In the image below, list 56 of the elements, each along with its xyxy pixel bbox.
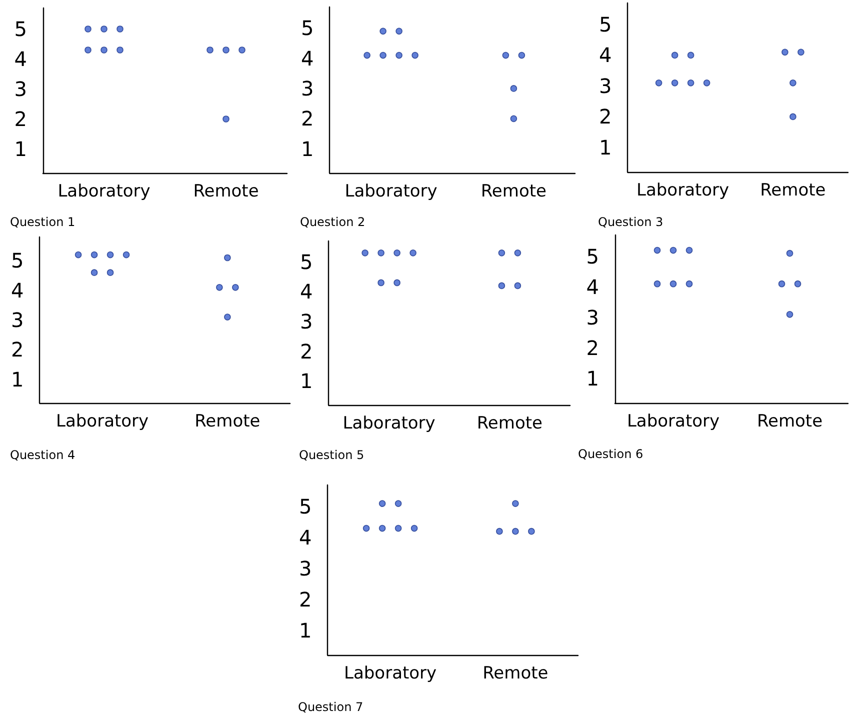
y-tick-label: 1 [298,618,312,642]
y-tick-label: 1 [10,367,24,392]
text: Question 2 [300,215,366,229]
y-tick-label: 5 [298,494,312,519]
y-tick-label: 5 [598,12,612,37]
text: Question 5 [299,448,364,462]
x-tick-label: Remote [760,180,826,200]
x-tick-label: Remote [193,182,259,202]
y-tick-label: 5 [586,244,599,268]
x-tick-label: Laboratory [626,412,720,432]
y-tick-label: 4 [300,280,313,304]
y-tick-label: 2 [10,338,24,362]
y-tick-label: 1 [300,369,313,394]
y-tick-label: 3 [14,77,27,101]
y-tick-label: 2 [300,339,313,364]
x-tick-label: Laboratory [58,182,150,202]
y-tick-label: 3 [298,556,312,580]
x-tick-label: Laboratory [344,182,438,202]
y-tick-label: 3 [598,74,612,98]
text: Question 1 [10,215,76,229]
x-tick-label: Remote [480,182,546,202]
y-tick-label: 2 [300,106,314,131]
y-tick-label: 4 [300,46,314,70]
y-tick-label: 4 [10,278,24,302]
y-tick-label: 3 [300,76,314,100]
y-tick-label: 3 [10,308,24,332]
x-tick-label: Laboratory [56,412,149,432]
y-tick-label: 1 [598,135,612,160]
y-tick-label: 2 [598,104,612,129]
y-tick-label: 1 [14,137,27,161]
y-tick-label: 2 [586,336,599,360]
y-tick-label: 1 [586,366,599,391]
y-tick-label: 5 [300,16,314,40]
y-tick-label: 3 [586,305,599,330]
y-tick-label: 4 [14,47,27,71]
y-tick-label: 4 [598,43,612,68]
y-tick-label: 2 [298,587,312,612]
text: Question 6 [578,447,644,461]
x-tick-label: Remote [482,664,548,684]
x-tick-label: Remote [476,414,542,434]
y-tick-label: 1 [300,136,314,161]
x-tick-label: Laboratory [344,664,437,684]
text: Question 4 [10,448,76,462]
x-tick-label: Laboratory [342,414,436,434]
y-tick-label: 5 [300,250,313,274]
y-tick-label: 2 [14,107,27,131]
x-tick-label: Laboratory [636,180,730,200]
x-tick-label: Remote [756,412,823,432]
text: Question 7 [298,700,364,714]
text: Question 3 [598,215,664,229]
y-tick-label: 4 [586,274,599,299]
y-tick-label: 3 [300,310,313,334]
y-tick-label: 5 [14,17,27,41]
y-tick-label: 5 [10,248,24,273]
y-tick-label: 4 [298,526,312,550]
x-tick-label: Remote [194,412,260,432]
